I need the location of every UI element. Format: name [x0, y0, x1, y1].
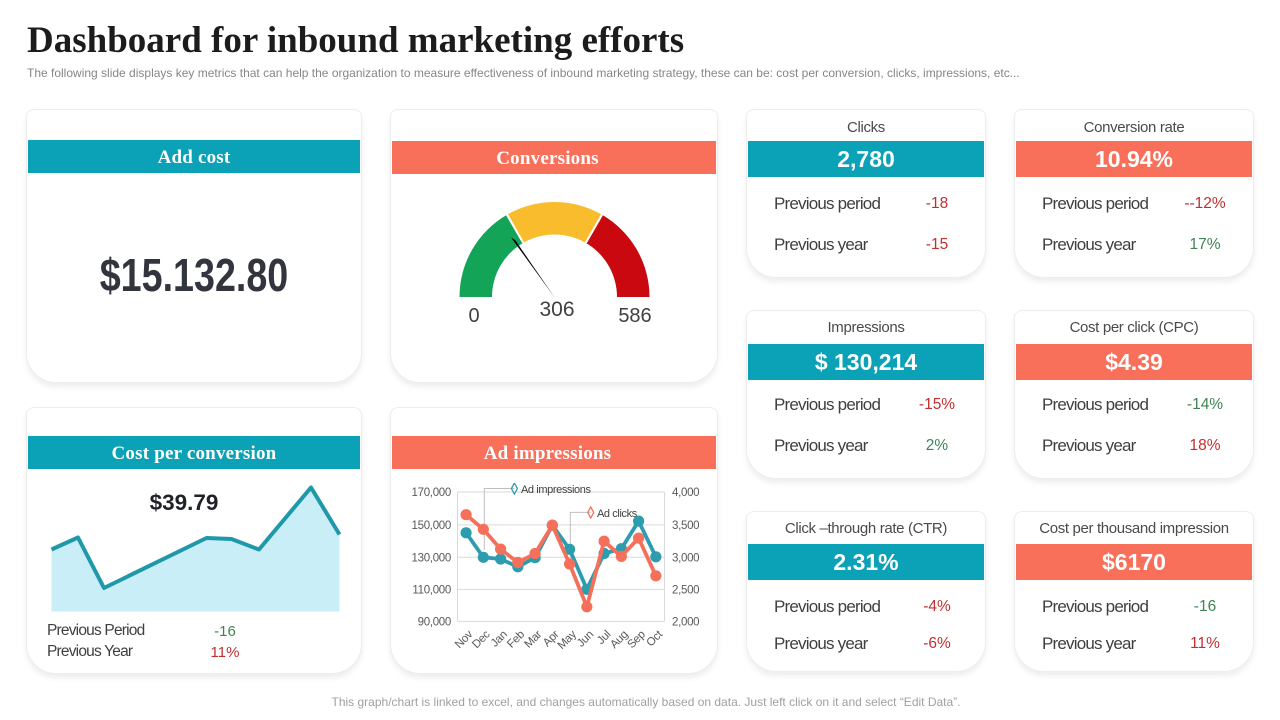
svg-text:Jun: Jun: [575, 629, 596, 650]
svg-text:90,000: 90,000: [418, 616, 451, 628]
svg-text:4,000: 4,000: [672, 487, 699, 499]
svg-text:110,000: 110,000: [412, 584, 451, 596]
svg-text:Jan: Jan: [489, 629, 510, 650]
svg-text:3,000: 3,000: [672, 552, 699, 564]
svg-text:586: 586: [618, 305, 651, 327]
svg-text:170,000: 170,000: [412, 487, 451, 499]
svg-text:2,000: 2,000: [672, 616, 699, 628]
svg-text:3,500: 3,500: [672, 520, 699, 532]
svg-text:130,000: 130,000: [412, 552, 451, 564]
svg-text:Ad clicks: Ad clicks: [597, 508, 638, 520]
svg-text:2,500: 2,500: [672, 584, 699, 596]
svg-text:0: 0: [468, 305, 479, 327]
svg-text:150,000: 150,000: [412, 520, 451, 532]
svg-text:306: 306: [539, 298, 574, 321]
svg-text:Oct: Oct: [645, 628, 666, 649]
svg-text:Ad impressions: Ad impressions: [521, 484, 591, 496]
